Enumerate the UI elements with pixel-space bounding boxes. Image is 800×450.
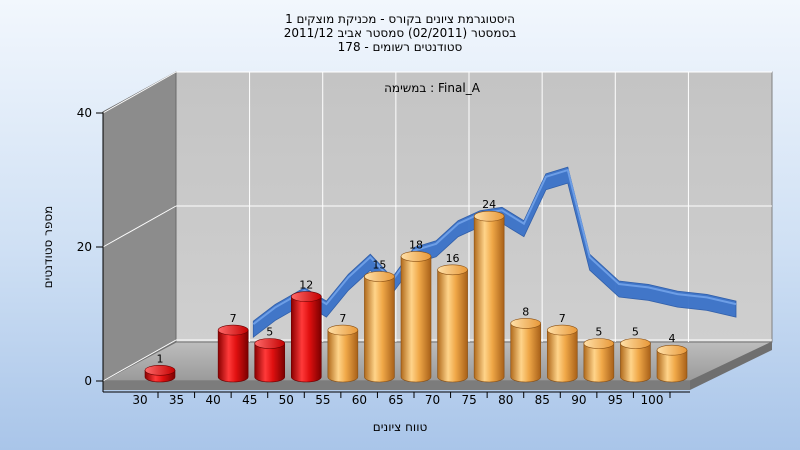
bar-body (620, 343, 651, 383)
x-tick-label: 55 (315, 393, 330, 407)
bar (400, 251, 432, 383)
bar-value-label: 15 (372, 259, 386, 272)
bar-value-label: 7 (559, 312, 566, 325)
x-tick-label: 60 (352, 393, 367, 407)
bar (583, 338, 615, 383)
bar-value-label: 1 (157, 352, 164, 365)
bar-value-label: 5 (595, 326, 602, 339)
chart-title-line3: סטודנטים רשומים - 178 (337, 40, 463, 54)
bar-value-label: 16 (446, 252, 460, 265)
bar-body (364, 276, 395, 383)
x-tick-label: 30 (132, 393, 147, 407)
bar (510, 318, 542, 383)
x-tick-label: 70 (425, 393, 440, 407)
x-tick-label: 95 (608, 393, 623, 407)
bar (254, 338, 286, 383)
y-tick-label: 20 (77, 240, 92, 254)
bar-top (473, 210, 505, 222)
bar (620, 338, 651, 383)
bar (473, 210, 505, 383)
bar-body (473, 215, 505, 383)
bars (144, 210, 688, 383)
y-tick-label: 0 (84, 374, 92, 388)
bar-value-label: 5 (266, 326, 273, 339)
grid-line-side (102, 71, 177, 114)
bar-top (290, 291, 322, 302)
x-tick-label: 85 (535, 393, 550, 407)
bar-value-label: 4 (669, 332, 676, 345)
y-ticks: 0 20 40 (77, 106, 103, 388)
bar-top (217, 324, 249, 336)
x-tick-label: 65 (388, 393, 403, 407)
bar-top (583, 338, 615, 349)
y-tick-label: 40 (77, 106, 92, 120)
bar-top (656, 344, 688, 356)
x-tick-label: 80 (498, 393, 513, 407)
x-ticks: 30 35 40 45 50 55 60 65 70 75 80 85 90 95 100 (132, 392, 671, 407)
bar-body (510, 323, 542, 383)
bar-top (437, 264, 468, 276)
bar (364, 271, 395, 383)
grid-line-side (102, 205, 177, 248)
floor-front (103, 381, 690, 390)
bar-body (217, 329, 249, 383)
data-labels: 1 7 5 12 7 15 18 16 24 8 7 5 5 4 (157, 198, 676, 365)
bar-body (290, 296, 322, 383)
x-axis-title: טווח ציונים (372, 420, 428, 434)
bar-top (400, 251, 432, 262)
y-axis-title: מספר סטודנטים (41, 205, 55, 289)
bar-value-label: 5 (632, 326, 639, 339)
chart-title-line2: בסמסטר (02/2011) סמסטר אביב 2011/12 (283, 26, 517, 40)
x-tick-label: 100 (641, 393, 664, 407)
floor-edge (690, 342, 772, 390)
bar-top (254, 338, 286, 349)
bar-value-label: 7 (230, 312, 237, 325)
bar-top (510, 318, 542, 329)
x-tick-label: 35 (169, 393, 184, 407)
bar-body (254, 343, 286, 383)
x-tick-label: 45 (242, 393, 257, 407)
x-tick-label: 50 (279, 393, 294, 407)
bar (144, 364, 176, 383)
chart-title: היסטוגרמת ציונים בקורס - מכניקת מוצקים 1 (285, 12, 515, 26)
bar-value-label: 8 (522, 305, 529, 318)
bar-body (437, 269, 468, 383)
bar-body (583, 343, 615, 383)
bar-body (327, 329, 359, 383)
grid-line-side (102, 339, 177, 382)
x-tick-label: 75 (462, 393, 477, 407)
bar-value-label: 18 (409, 238, 423, 251)
bar (290, 291, 322, 383)
bar-body (546, 329, 578, 383)
bar-top (144, 364, 176, 376)
bar (546, 324, 578, 383)
bar (656, 344, 688, 383)
bar-top (620, 338, 651, 349)
bar-value-label: 12 (299, 279, 313, 292)
bar-value-label: 7 (339, 312, 346, 325)
x-tick-label: 40 (206, 393, 221, 407)
chart-subtitle: Final_A : במשימה (384, 81, 481, 95)
x-tick-label: 90 (571, 393, 586, 407)
bar (217, 324, 249, 383)
bar-top (327, 324, 359, 336)
bar-body (400, 256, 432, 383)
bar-top (364, 271, 395, 282)
bar-body (656, 349, 688, 383)
bar-top (546, 324, 578, 336)
bar (327, 324, 359, 383)
bar (437, 264, 468, 383)
bar-value-label: 24 (482, 198, 496, 211)
